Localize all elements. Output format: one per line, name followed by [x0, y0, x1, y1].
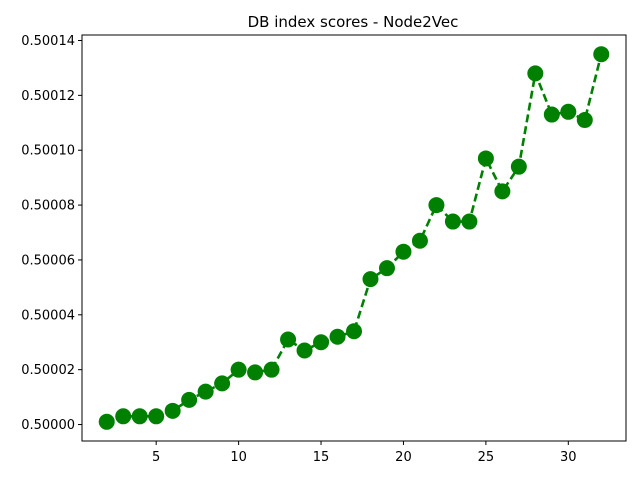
data-point — [477, 150, 494, 167]
data-point — [164, 402, 181, 419]
data-point — [296, 342, 313, 359]
data-point — [329, 328, 346, 345]
data-point — [494, 183, 511, 200]
data-point — [197, 383, 214, 400]
y-tick-label: 0.50012 — [21, 89, 75, 104]
data-point — [444, 213, 461, 230]
y-tick-label: 0.50000 — [21, 418, 75, 433]
x-tick-label: 30 — [560, 450, 577, 465]
y-tick-label: 0.50008 — [21, 199, 75, 214]
y-tick-label: 0.50014 — [21, 34, 75, 49]
data-point — [593, 46, 610, 63]
data-point — [247, 364, 264, 381]
series-line — [106, 53, 603, 424]
data-point — [214, 375, 231, 392]
data-point — [378, 260, 395, 277]
data-point — [527, 65, 544, 82]
data-point — [98, 413, 115, 430]
y-tick-label: 0.50010 — [21, 144, 75, 159]
x-tick-label: 25 — [478, 450, 495, 465]
x-tick-label: 10 — [230, 450, 247, 465]
data-point — [280, 331, 297, 348]
data-point — [131, 408, 148, 425]
plot-frame — [81, 34, 627, 442]
data-point — [428, 197, 445, 214]
x-tick-label: 15 — [313, 450, 330, 465]
data-point — [510, 158, 527, 175]
data-point — [148, 408, 165, 425]
data-point — [181, 391, 198, 408]
data-point — [576, 112, 593, 129]
x-tick-label: 5 — [152, 450, 160, 465]
data-point — [263, 361, 280, 378]
y-tick-label: 0.50004 — [21, 308, 75, 323]
data-point — [313, 334, 330, 351]
data-point — [543, 106, 560, 123]
y-tick-label: 0.50006 — [21, 253, 75, 268]
data-point — [560, 103, 577, 120]
data-point — [411, 232, 428, 249]
chart-title: DB index scores - Node2Vec — [248, 13, 459, 31]
data-point — [362, 271, 379, 288]
data-point — [346, 323, 362, 340]
x-tick-label: 20 — [395, 450, 412, 465]
y-tick-label: 0.50002 — [21, 363, 75, 378]
data-point — [115, 408, 132, 425]
data-point — [230, 361, 247, 378]
data-point — [461, 213, 478, 230]
data-point — [395, 243, 412, 260]
